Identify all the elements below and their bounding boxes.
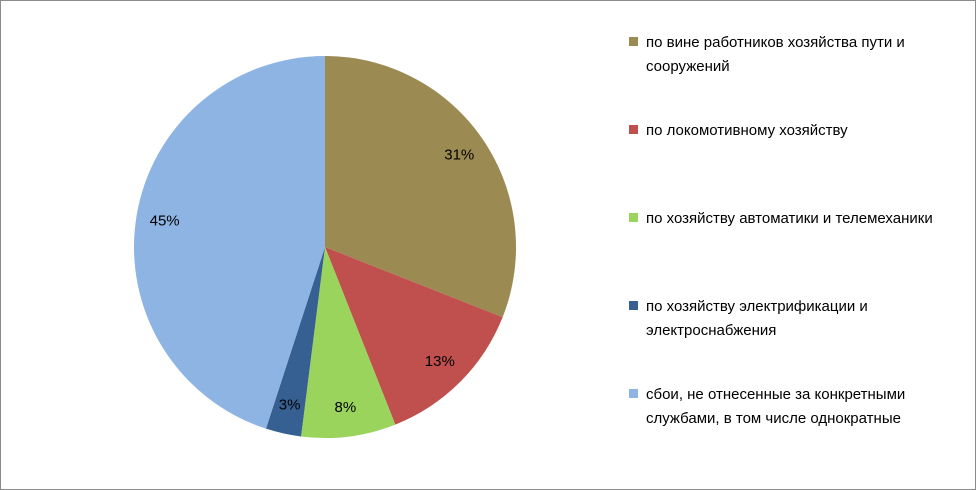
data-label: 45% — [150, 213, 180, 230]
legend-label: по вине работников хозяйства пути и соор… — [646, 34, 905, 75]
pie-slice — [301, 247, 396, 438]
legend-item: по вине работников хозяйства пути и соор… — [629, 31, 949, 79]
pie-slice — [134, 56, 325, 429]
data-label: 3% — [279, 396, 301, 413]
legend-label: по хозяйству электрификации и электросна… — [646, 298, 868, 339]
legend-label: по локомотивному хозяйству — [646, 122, 848, 139]
legend-swatch — [629, 37, 638, 46]
legend-label: сбои, не отнесенные за конкретными служб… — [646, 386, 906, 427]
legend-swatch — [629, 389, 638, 398]
data-label: 13% — [425, 353, 455, 370]
legend-swatch — [629, 301, 638, 310]
legend-item: по хозяйству электрификации и электросна… — [629, 295, 949, 343]
legend-item: по локомотивному хозяйству — [629, 119, 949, 143]
pie-slice — [325, 247, 503, 425]
legend-item: по хозяйству автоматики и телемеханики — [629, 207, 949, 231]
data-label: 8% — [335, 399, 357, 416]
legend-item: сбои, не отнесенные за конкретными служб… — [629, 383, 949, 431]
data-label: 31% — [444, 147, 474, 164]
legend-label: по хозяйству автоматики и телемеханики — [646, 210, 933, 227]
legend-swatch — [629, 125, 638, 134]
pie-slice — [265, 247, 325, 437]
legend-swatch — [629, 213, 638, 222]
pie-slice — [325, 56, 516, 318]
